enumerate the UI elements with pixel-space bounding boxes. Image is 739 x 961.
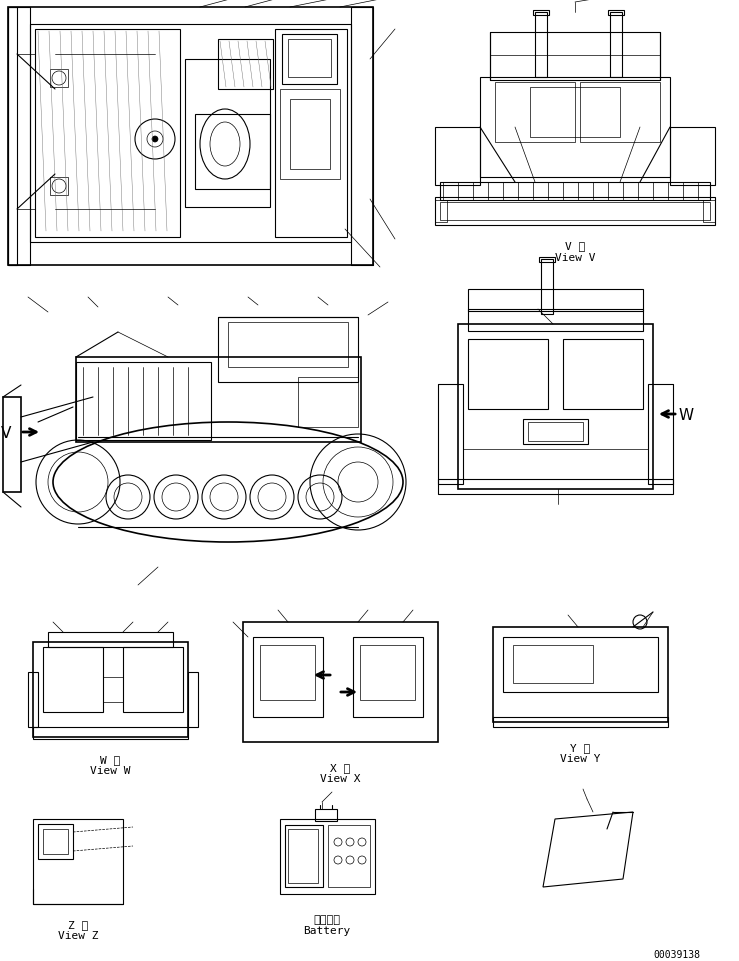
Bar [435,201,447,223]
Text: 00039138: 00039138 [653,949,700,959]
Bar [493,717,668,727]
Bar [610,13,622,78]
Bar [353,637,423,717]
Text: X 視: X 視 [330,762,350,773]
Text: Battery: Battery [304,925,350,935]
Bar [563,339,643,409]
Bar [468,309,643,332]
Text: Z 視: Z 視 [68,919,88,929]
Text: V: V [1,425,11,440]
Bar [35,30,180,237]
Bar [463,450,648,480]
Bar [123,648,183,712]
Bar [438,480,673,495]
Bar [260,646,315,701]
Bar [528,423,583,441]
Bar [298,378,358,428]
Bar [76,362,211,440]
Bar [490,33,660,81]
Ellipse shape [152,136,158,143]
Bar [195,115,270,190]
Bar [535,13,547,78]
Bar [480,78,670,178]
Bar [670,128,715,185]
Bar [30,25,351,243]
Bar [188,673,198,727]
Bar [33,727,188,739]
Bar [541,259,553,314]
Text: View Y: View Y [559,753,600,763]
Bar [282,35,337,85]
Bar [280,819,375,894]
Bar [8,8,373,266]
Bar [243,623,438,742]
Bar [275,30,347,237]
Bar [43,829,68,854]
Bar [648,384,673,484]
Bar [76,357,361,442]
Bar [435,128,480,185]
Bar [288,40,331,78]
Bar [523,420,588,445]
Text: バッテリ: バッテリ [313,914,341,924]
Text: View X: View X [320,774,360,783]
Bar [280,90,340,180]
Text: View V: View V [555,253,595,262]
Bar [503,637,658,692]
Bar [43,648,103,712]
Bar [103,678,123,702]
Bar [3,398,21,492]
Bar [253,637,323,717]
Bar [38,825,73,859]
Bar [8,8,17,266]
Bar [468,339,548,409]
Bar [468,289,643,311]
Text: View Z: View Z [58,930,98,940]
Bar [530,87,620,137]
Bar [285,825,323,887]
Text: W 視: W 視 [100,754,120,764]
Bar [703,201,715,223]
Bar [290,100,330,170]
Bar [435,198,715,226]
Bar [539,258,555,262]
Bar [33,819,123,904]
Bar [493,628,668,723]
Bar [8,8,30,266]
Bar [218,40,273,90]
Bar [438,384,463,484]
Bar [513,646,593,683]
Bar [185,60,270,208]
Bar [228,323,348,368]
Bar [218,318,358,382]
Bar [315,809,337,821]
Bar [50,70,68,87]
Bar [48,632,173,648]
Bar [440,183,710,201]
Text: V 視: V 視 [565,241,585,251]
Bar [495,83,575,143]
Bar [458,325,653,489]
Bar [28,673,38,727]
Bar [50,178,68,196]
Bar [33,642,188,737]
Bar [328,825,370,887]
Text: View W: View W [89,765,130,776]
Text: W: W [678,407,694,422]
Bar [288,829,318,883]
Text: Y 視: Y 視 [570,742,590,752]
Bar [533,11,549,16]
Bar [360,646,415,701]
Bar [440,203,710,221]
Bar [608,11,624,16]
Bar [580,83,660,143]
Bar [351,8,373,266]
